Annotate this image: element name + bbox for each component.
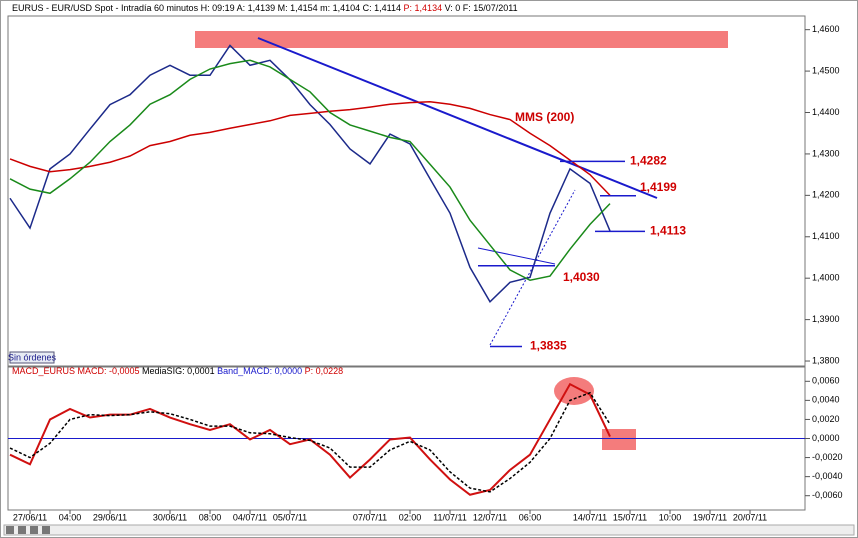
- header-part: P: 0,0228: [305, 366, 344, 376]
- header-part: EURUS - EUR/USD Spot - Intradía 60 minut…: [12, 3, 404, 13]
- x-tick-label: 12/07/11: [473, 512, 507, 522]
- header-part: MediaSIG: 0,0001: [142, 366, 217, 376]
- macd-header: MACD_EURUS MACD: -0,0005 MediaSIG: 0,000…: [12, 366, 343, 376]
- series-line: [9, 100, 611, 196]
- x-tick-label: 29/06/11: [93, 512, 127, 522]
- x-tick-label: 11/07/11: [433, 512, 467, 522]
- orders-button-label[interactable]: Sin órdenes: [8, 352, 57, 362]
- x-tick-label: 10:00: [659, 512, 682, 522]
- y-tick-label: 1,4100: [812, 231, 840, 241]
- nav-button[interactable]: [42, 526, 50, 534]
- y-tick-label: 0,0020: [812, 414, 840, 424]
- y-tick-label: 1,4500: [812, 65, 840, 75]
- macd-peak-highlight: [554, 377, 594, 405]
- header-part: MACD_EURUS MACD: -0,0005: [12, 366, 142, 376]
- series-label: MMS (200): [515, 110, 574, 124]
- y-tick-label: -0,0020: [812, 452, 843, 462]
- nav-buttons: [6, 526, 50, 534]
- series-line: [9, 44, 611, 304]
- x-tick-label: 08:00: [199, 512, 222, 522]
- y-tick-label: 1,4300: [812, 148, 840, 158]
- y-tick-label: 1,4000: [812, 273, 840, 283]
- resistance-zone: [195, 31, 728, 48]
- y-tick-label: -0,0040: [812, 471, 843, 481]
- price-header: EURUS - EUR/USD Spot - Intradía 60 minut…: [12, 3, 518, 13]
- nav-button[interactable]: [18, 526, 26, 534]
- macd-zone-highlight: [602, 429, 636, 450]
- nav-button[interactable]: [6, 526, 14, 534]
- y-tick-label: 1,4600: [812, 24, 840, 34]
- header-part: Band_MACD: 0,0000: [217, 366, 305, 376]
- x-tick-label: 20/07/11: [733, 512, 767, 522]
- x-tick-label: 14/07/11: [573, 512, 607, 522]
- x-tick-label: 04/07/11: [233, 512, 267, 522]
- x-tick-label: 27/06/11: [13, 512, 47, 522]
- x-tick-label: 04:00: [59, 512, 82, 522]
- x-tick-label: 19/07/11: [693, 512, 727, 522]
- level-label: 1,4113: [650, 224, 686, 238]
- y-tick-label: 1,4400: [812, 107, 840, 117]
- price-panel: [7, 15, 806, 367]
- header-part: P: 1,4134: [404, 3, 443, 13]
- level-label: 1,4199: [640, 180, 677, 194]
- level-label: 1,3835: [530, 339, 567, 353]
- x-tick-label: 15/07/11: [613, 512, 647, 522]
- series-line: [9, 59, 611, 282]
- level-label: 1,4030: [563, 270, 600, 284]
- y-tick-label: 1,4200: [812, 190, 840, 200]
- orders-button[interactable]: [9, 351, 55, 364]
- y-tick-label: 0,0040: [812, 395, 840, 405]
- x-tick-label: 06:00: [519, 512, 542, 522]
- channel-line: [477, 247, 556, 265]
- header-part: V: 0 F: 15/07/2011: [442, 3, 518, 13]
- y-tick-label: 0,0060: [812, 376, 840, 386]
- series-line: [9, 391, 611, 493]
- series-line: [9, 382, 611, 496]
- y-tick-label: 1,3900: [812, 314, 840, 324]
- trend-line: [257, 37, 658, 199]
- level-label: 1,4282: [630, 154, 667, 168]
- x-tick-label: 02:00: [399, 512, 422, 522]
- x-tick-label: 05/07/11: [273, 512, 307, 522]
- y-tick-label: 1,3800: [812, 355, 840, 365]
- x-tick-label: 30/06/11: [153, 512, 187, 522]
- nav-button[interactable]: [30, 526, 38, 534]
- x-tick-label: 07/07/11: [353, 512, 387, 522]
- y-tick-label: -0,0060: [812, 490, 843, 500]
- y-tick-label: 0,0000: [812, 433, 840, 443]
- scroll-bar[interactable]: [3, 524, 855, 536]
